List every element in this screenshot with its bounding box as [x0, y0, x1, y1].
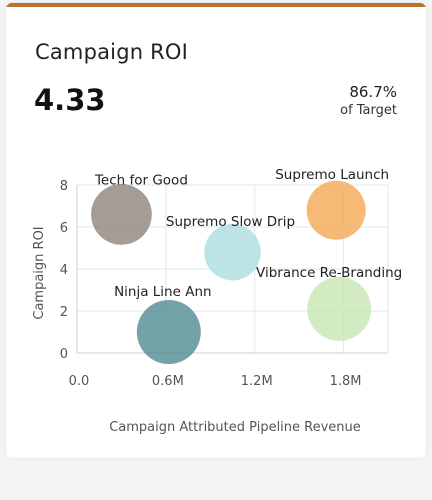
kpi-target-label: of Target — [340, 103, 397, 118]
bubble-point — [204, 223, 261, 281]
card-title: Campaign ROI — [35, 40, 189, 64]
bubble-label: Supremo Slow Drip — [166, 214, 295, 230]
x-tick-label: 1.8M — [330, 374, 362, 389]
bubble-label: Vibrance Re-Branding — [256, 265, 402, 281]
bubble-point — [307, 276, 372, 341]
x-tick-label: 0.0 — [69, 374, 90, 389]
y-tick-label: 2 — [60, 305, 68, 320]
bubble-point — [136, 300, 201, 364]
y-tick-label: 0 — [60, 347, 68, 362]
y-axis-title: Campaign ROI — [32, 226, 47, 319]
bubble-point — [91, 184, 152, 245]
x-axis-title: Campaign Attributed Pipeline Revenue — [109, 420, 361, 435]
footer-strip — [6, 462, 426, 498]
kpi-percent: 86.7% — [349, 83, 397, 101]
x-tick-label: 0.6M — [152, 374, 184, 389]
kpi-value: 4.33 — [34, 83, 106, 117]
x-tick-label: 1.2M — [241, 374, 273, 389]
y-tick-label: 8 — [60, 179, 68, 194]
bubble-label: Tech for Good — [94, 172, 188, 188]
bubble-label: Supremo Launch — [275, 167, 389, 183]
y-tick-label: 4 — [60, 263, 68, 278]
roi-bubble-chart: 0 2 4 6 8 0.0 0.6M 1.2M 1.8M Campaign Attributed … — [32, 167, 402, 435]
card-accent-bar — [6, 3, 426, 7]
bubble-label: Ninja Line Ann — [114, 284, 212, 300]
bubble-point — [306, 180, 366, 240]
y-tick-label: 6 — [60, 221, 68, 236]
